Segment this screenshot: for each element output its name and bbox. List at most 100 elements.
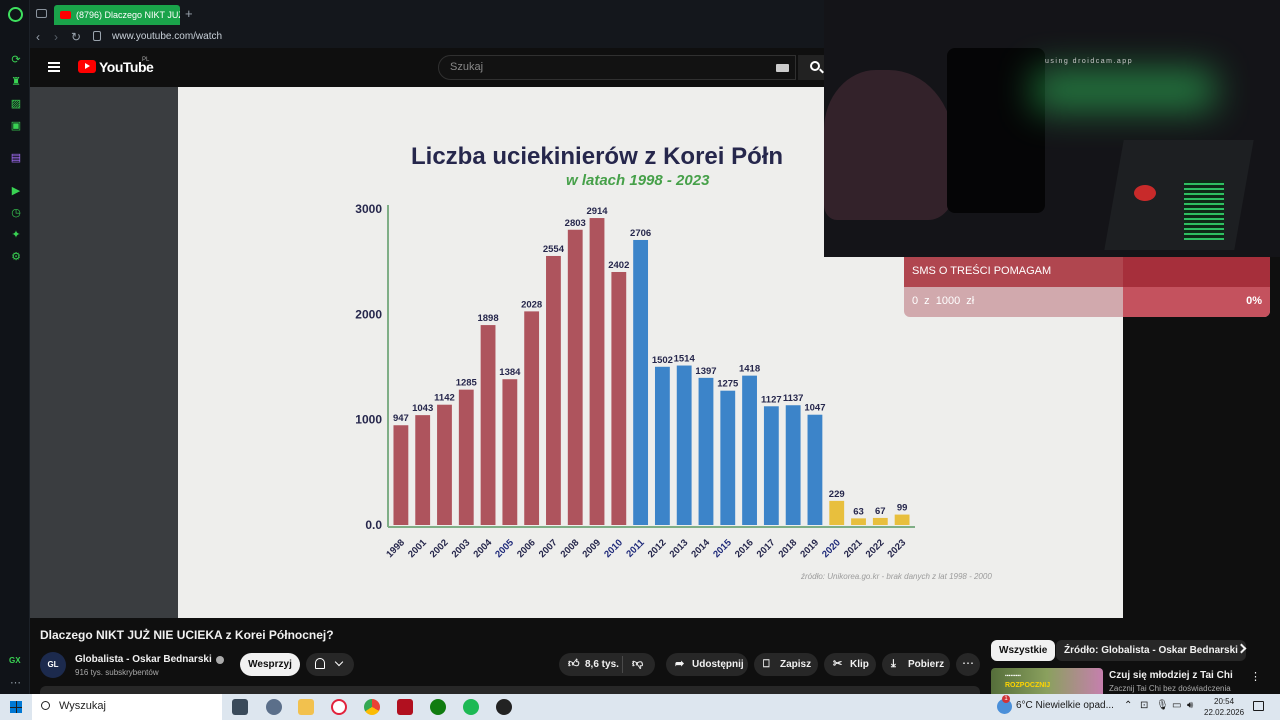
webcam-watermark: using droidcam.app (1045, 58, 1134, 65)
opera-gx-logo-icon[interactable] (8, 7, 23, 22)
xbox-icon[interactable] (430, 699, 446, 715)
history-icon[interactable]: ◷ (11, 207, 21, 219)
bar-2023 (894, 514, 910, 525)
network-icon[interactable]: ▭ (1172, 700, 1182, 711)
bar-2001 (415, 415, 431, 525)
channel-name[interactable]: Globalista - Oskar Bednarski (75, 654, 212, 665)
hamburger-menu-icon[interactable] (48, 62, 60, 72)
windows-start-icon[interactable] (10, 701, 22, 713)
tray-chevron-icon[interactable]: ⌃ (1124, 700, 1133, 711)
chrome-icon[interactable] (364, 699, 380, 715)
chart-title: Liczba uciekinierów z Korei Półn (411, 143, 784, 170)
extensions-icon[interactable]: ✦ (11, 229, 21, 241)
bar-2019 (807, 414, 823, 525)
data-label: 947 (393, 413, 409, 424)
support-button[interactable]: Wesprzyj (240, 653, 300, 676)
obs-icon[interactable] (496, 699, 512, 715)
y-tick-label: 3000 (355, 202, 382, 216)
data-label: 1285 (456, 378, 478, 389)
x-tick-label: 2016 (733, 537, 756, 560)
widgets-icon[interactable] (266, 699, 282, 715)
reload-icon[interactable]: ↻ (71, 30, 82, 44)
new-tab-plus-icon[interactable]: + (185, 6, 193, 21)
search-input[interactable]: Szukaj (438, 55, 796, 80)
chip-source[interactable]: Źródło: Globalista - Oskar Bednarski (1056, 640, 1246, 661)
data-label: 2803 (565, 218, 586, 229)
active-tab[interactable]: (8796) Dlaczego NIKT JUŻ (54, 5, 180, 25)
forward-arrow-icon[interactable]: › (54, 30, 58, 44)
file-explorer-icon[interactable] (298, 699, 314, 715)
data-label: 67 (875, 506, 886, 517)
taskbar-search-box[interactable]: Wyszukaj (32, 694, 222, 720)
channel-avatar[interactable]: GL (40, 652, 66, 678)
clip-button[interactable]: ✂ Klip (824, 653, 876, 676)
video-title: Dlaczego NIKT JUŻ NIE UCIEKA z Korei Pół… (40, 628, 334, 642)
thumbs-up-icon: 👍︎ (568, 658, 580, 670)
tray-app-icon[interactable]: ⊡ (1140, 700, 1149, 711)
y-tick-label: 1000 (355, 413, 382, 427)
like-button[interactable]: 👍︎ 8,6 tys. (559, 653, 655, 676)
x-tick-label: 2012 (646, 537, 669, 560)
browser-sidebar: ⟳ ♜ ▨ ▣ ▤ ▶ ◷ ✦ ⚙ GX ⋯ (0, 0, 30, 694)
youtube-logo-icon[interactable] (78, 60, 96, 73)
keyboard-icon[interactable] (776, 64, 789, 72)
gx-control-label[interactable]: GX (9, 656, 21, 665)
data-label: 1418 (739, 364, 760, 375)
x-tick-label: 2006 (515, 537, 538, 560)
volume-icon[interactable]: 🔊︎ (1187, 700, 1194, 711)
more-actions-icon[interactable]: ⋯ (956, 653, 980, 676)
webcam-desk (1104, 140, 1254, 250)
region-code: PL (142, 57, 150, 63)
taskbar-clock[interactable]: 20:54 22.02.2026 (1204, 696, 1244, 718)
x-tick-label: 2011 (624, 537, 647, 560)
data-label: 1502 (652, 355, 673, 366)
chart-subtitle: w latach 1998 - 2023 (566, 172, 710, 189)
twitch-icon[interactable]: ▤ (10, 152, 22, 164)
task-view-icon[interactable] (232, 699, 248, 715)
bag-icon[interactable]: ♜ (11, 76, 21, 88)
more-dots-icon[interactable]: ⋯ (10, 677, 21, 689)
recommendation-menu-icon[interactable]: ⋮ (1250, 671, 1261, 683)
messenger-icon[interactable]: ▣ (10, 120, 22, 132)
share-arrow-icon: ➦ (675, 658, 685, 670)
bookmark-icon: ⎕ (763, 658, 770, 670)
bar-2010 (611, 271, 627, 525)
search-button[interactable] (798, 55, 824, 80)
save-button[interactable]: ⎕ Zapisz (754, 653, 818, 676)
data-label: 2706 (630, 228, 651, 239)
notification-center-icon[interactable] (1253, 701, 1264, 711)
microphone-icon[interactable]: 🎙︎ (1156, 700, 1169, 711)
back-arrow-icon[interactable]: ‹ (36, 30, 40, 44)
youtube-wordmark[interactable]: YouTube (99, 59, 154, 75)
thumbnail-small-text: ▪▪▪▪▪▪▪▪▪ (1005, 673, 1021, 679)
refresh-icon[interactable]: ⟳ (11, 54, 21, 66)
bar-2015 (720, 390, 736, 525)
recommendation-thumbnail[interactable]: ▪▪▪▪▪▪▪▪▪ ROZPOCZNIJ (991, 668, 1103, 694)
weather-icon[interactable] (997, 699, 1012, 714)
url-field[interactable]: www.youtube.com/watch (112, 31, 223, 42)
app-red-icon[interactable] (397, 699, 413, 715)
chevron-down-icon (334, 657, 344, 667)
opera-icon[interactable] (331, 699, 347, 715)
share-button[interactable]: ➦ Udostępnij (666, 653, 748, 676)
spotify-icon[interactable] (463, 699, 479, 715)
data-label: 99 (897, 503, 908, 514)
bar-2011 (633, 239, 649, 525)
weather-text[interactable]: 6°C Niewielkie opad... (1016, 700, 1114, 711)
recommendation-title[interactable]: Czuj się młodziej z Tai Chi (1109, 670, 1233, 681)
description-box[interactable] (40, 686, 980, 694)
x-tick-label: 2020 (820, 537, 843, 560)
card-icon[interactable]: ▨ (10, 98, 22, 110)
bar-2008 (567, 229, 583, 525)
dislike-button[interactable]: 👎︎ (623, 653, 657, 676)
data-label: 63 (853, 506, 864, 517)
x-tick-label: 2017 (755, 537, 778, 560)
chip-all[interactable]: Wszystkie (991, 640, 1056, 661)
bar-2021 (851, 518, 866, 525)
download-button[interactable]: ⤓ Pobierz (882, 653, 950, 676)
subscription-bell-button[interactable] (306, 653, 354, 676)
settings-gear-icon[interactable]: ⚙ (11, 251, 21, 263)
workspace-icon[interactable] (36, 9, 47, 18)
clip-label: Klip (850, 659, 869, 670)
player-icon[interactable]: ▶ (11, 185, 21, 197)
